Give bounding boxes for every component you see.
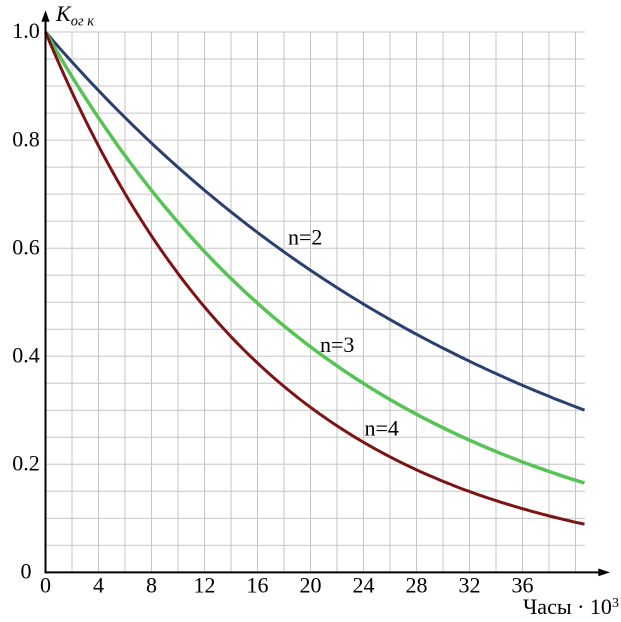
svg-text:n=2: n=2	[288, 225, 322, 250]
svg-text:28: 28	[406, 573, 428, 598]
svg-text:24: 24	[353, 573, 375, 598]
svg-text:0.4: 0.4	[12, 342, 40, 367]
svg-text:0.8: 0.8	[12, 126, 40, 151]
svg-text:0.2: 0.2	[12, 451, 40, 476]
svg-text:8: 8	[146, 573, 157, 598]
svg-text:0: 0	[21, 559, 32, 584]
svg-text:0.6: 0.6	[12, 234, 40, 259]
svg-text:16: 16	[247, 573, 269, 598]
svg-text:32: 32	[459, 573, 481, 598]
svg-text:n=4: n=4	[365, 416, 399, 441]
svg-text:1.0: 1.0	[12, 18, 40, 43]
svg-text:0: 0	[40, 573, 51, 598]
svg-text:n=3: n=3	[320, 332, 354, 357]
svg-text:Часы · 103: Часы · 103	[523, 594, 619, 619]
svg-text:12: 12	[194, 573, 216, 598]
svg-text:20: 20	[300, 573, 322, 598]
svg-text:36: 36	[512, 573, 534, 598]
svg-text:4: 4	[93, 573, 104, 598]
